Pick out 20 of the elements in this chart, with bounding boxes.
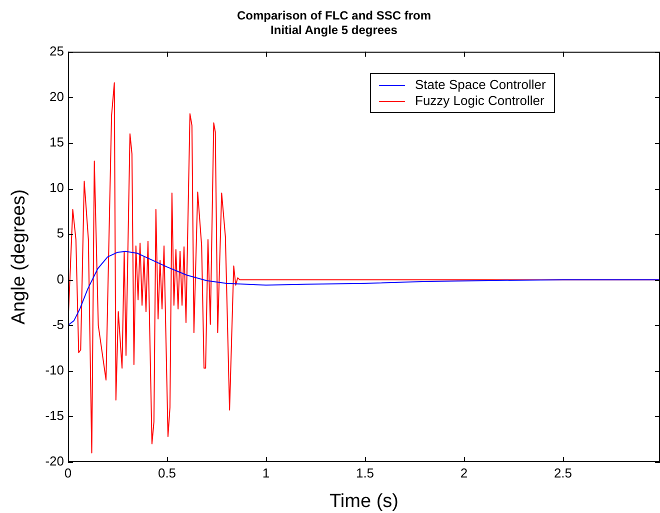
y-tick-label: -20 [45, 454, 64, 469]
x-tick-label: 0.5 [158, 465, 176, 480]
legend-label: Fuzzy Logic Controller [415, 93, 544, 109]
y-tick-label: -5 [52, 316, 64, 332]
y-tick-label: 25 [50, 43, 64, 58]
y-tick-label: 10 [50, 180, 64, 196]
x-tick-label: 2.5 [554, 465, 572, 480]
x-axis-title: Time (s) [330, 490, 398, 512]
legend-label: State Space Controller [415, 77, 546, 93]
y-tick-label: 20 [50, 88, 64, 104]
x-tick-label: 1.5 [356, 465, 374, 480]
y-tick-label: 0 [56, 271, 64, 286]
x-tick-label: 1 [262, 465, 270, 480]
chart-title: Comparison of FLC and SSC from Initial Angle 5 degrees [236, 8, 432, 37]
y-tick-label: 15 [50, 134, 64, 150]
x-tick-label: 2 [460, 465, 468, 480]
y-tick-label: 5 [56, 226, 64, 241]
y-tick-label: -15 [45, 408, 64, 423]
y-tick-label: -10 [45, 362, 64, 378]
y-axis-title: Angle (degrees) [8, 189, 30, 324]
